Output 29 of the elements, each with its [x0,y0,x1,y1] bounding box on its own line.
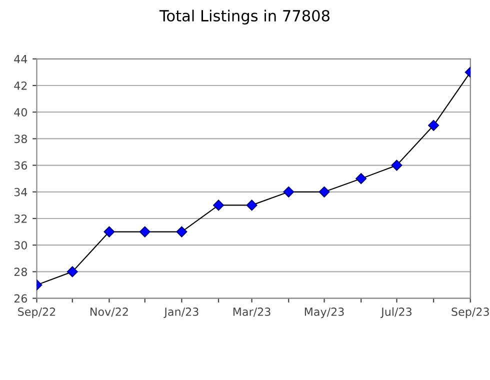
x-tick-label: Nov/22 [90,308,128,317]
point [283,186,294,198]
x-tick-label: Sep/22 [18,308,56,318]
y-tick-label: 42 [14,81,27,90]
x-tick-label: Mar/23 [233,308,270,317]
x-tick-label: Jan/23 [164,308,198,318]
point [139,226,150,238]
chart-title: Total Listings in 77808 [159,10,330,24]
y-tick-label: 38 [14,134,27,144]
x-tick-label: Jul/23 [380,307,412,318]
y-tick-label: 30 [14,241,27,250]
point [356,173,367,184]
y-tick-label: 40 [14,108,27,116]
point [428,120,440,131]
y-tick-label: 28 [14,268,27,276]
point [246,200,258,211]
y-tick-label: 26 [14,294,28,303]
point [66,266,78,278]
x-tick-label: May/23 [304,308,344,318]
point [104,226,115,238]
y-tick-label: 34 [14,188,28,196]
y-tick-label: 32 [14,214,27,223]
x-tick-label: Sep/23 [452,308,489,318]
point [391,160,402,171]
point [176,226,188,238]
point [318,186,330,198]
y-tick-label: 44 [14,55,28,64]
point [213,200,224,211]
y-tick-label: 36 [14,161,28,170]
